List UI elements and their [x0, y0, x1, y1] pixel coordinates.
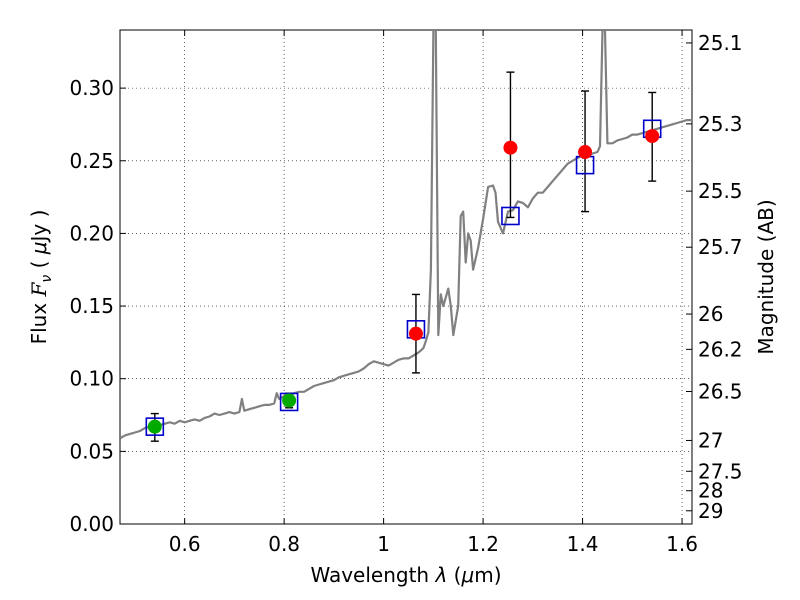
observed-point-red: [645, 129, 660, 144]
y2-tick-label: 25.1: [698, 31, 743, 55]
y2-tick-label: 25.3: [698, 112, 743, 136]
y-axis-label: Flux Fν ( μJy ): [27, 210, 55, 345]
y2-tick-label: 29: [698, 499, 723, 523]
y2-tick-label: 28: [698, 479, 723, 503]
y-tick-label: 0.00: [69, 512, 114, 536]
y2-tick-label: 26.2: [698, 337, 743, 361]
x-tick-label: 1.4: [567, 532, 599, 556]
observed-point-green: [147, 419, 162, 434]
model-photometry-point: [145, 417, 165, 436]
y2-tick-label: 25.7: [698, 235, 743, 259]
x-axis-label: Wavelength λ (μm): [310, 563, 501, 587]
plot-area: [120, 30, 692, 442]
spectrum-line: [120, 30, 692, 440]
x-tick-label: 1.2: [467, 532, 499, 556]
y-tick-label: 0.05: [69, 439, 114, 463]
y2-tick-label: 25.5: [698, 179, 743, 203]
observed-point-red: [578, 145, 593, 160]
y-tick-label: 0.10: [69, 367, 114, 391]
y2-tick-label: 27.5: [698, 459, 743, 483]
observed-point-red: [408, 326, 423, 341]
axes: [119, 29, 693, 525]
model-photometry-point: [279, 392, 299, 412]
axes-frame: [119, 29, 693, 525]
x-tick-label: 0.8: [268, 532, 300, 556]
y-tick-label: 0.15: [69, 294, 114, 318]
y-tick-label: 0.30: [69, 76, 114, 100]
observed-point-green: [282, 393, 297, 408]
x-tick-label: 1: [377, 532, 390, 556]
right-axis-label: Magnitude (AB): [754, 199, 778, 354]
model-photometry-point: [501, 206, 520, 226]
y-tick-label: 0.25: [69, 149, 114, 173]
y2-tick-label: 26: [698, 302, 723, 326]
ticks: 0.6 0.8 1 1.2 1.4 1.6 0.00 0.05 0.10 0.15 0.20 0.25…: [69, 30, 743, 556]
y2-tick-label: 27: [698, 428, 723, 452]
x-tick-label: 1.6: [666, 532, 698, 556]
observed-point-red: [503, 140, 518, 155]
y2-tick-label: 26.5: [698, 379, 743, 403]
y-tick-label: 0.20: [69, 221, 114, 245]
x-tick-label: 0.6: [169, 532, 201, 556]
